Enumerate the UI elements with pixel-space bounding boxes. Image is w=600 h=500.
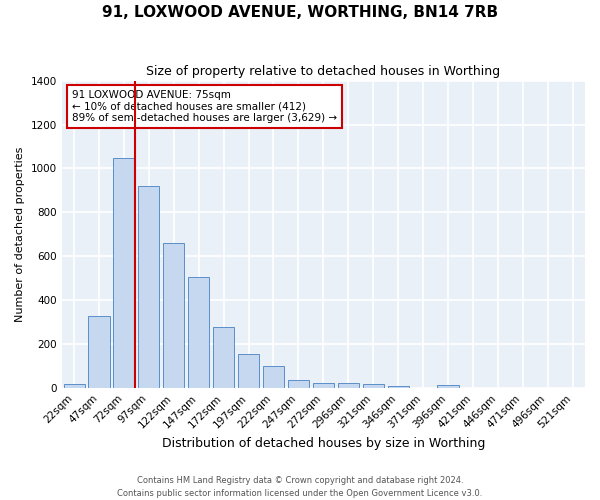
- Title: Size of property relative to detached houses in Worthing: Size of property relative to detached ho…: [146, 65, 500, 78]
- Bar: [313, 383, 334, 388]
- Bar: [263, 366, 284, 388]
- Bar: [238, 354, 259, 388]
- Bar: [388, 386, 409, 388]
- Bar: [437, 385, 458, 388]
- X-axis label: Distribution of detached houses by size in Worthing: Distribution of detached houses by size …: [161, 437, 485, 450]
- Bar: [163, 243, 184, 388]
- Bar: [138, 186, 160, 388]
- Bar: [64, 384, 85, 388]
- Bar: [338, 383, 359, 388]
- Bar: [213, 327, 234, 388]
- Bar: [288, 380, 309, 388]
- Y-axis label: Number of detached properties: Number of detached properties: [15, 147, 25, 322]
- Bar: [88, 316, 110, 388]
- Text: 91, LOXWOOD AVENUE, WORTHING, BN14 7RB: 91, LOXWOOD AVENUE, WORTHING, BN14 7RB: [102, 5, 498, 20]
- Text: Contains HM Land Registry data © Crown copyright and database right 2024.
Contai: Contains HM Land Registry data © Crown c…: [118, 476, 482, 498]
- Text: 91 LOXWOOD AVENUE: 75sqm
← 10% of detached houses are smaller (412)
89% of semi-: 91 LOXWOOD AVENUE: 75sqm ← 10% of detach…: [72, 90, 337, 123]
- Bar: [113, 158, 134, 388]
- Bar: [188, 278, 209, 388]
- Bar: [362, 384, 384, 388]
